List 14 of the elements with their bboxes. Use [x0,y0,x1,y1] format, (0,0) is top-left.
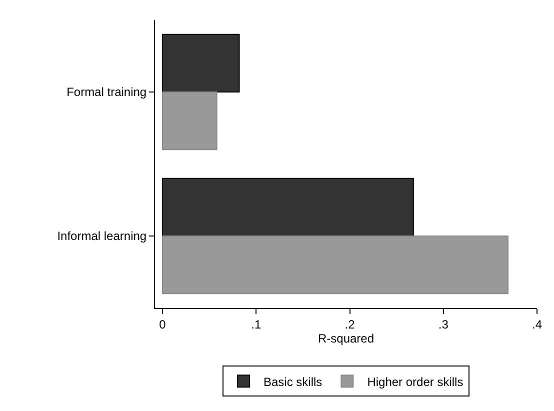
bar [162,178,414,236]
legend-label: Higher order skills [367,374,464,389]
bar [162,34,240,92]
legend-label: Basic skills [264,374,322,389]
y-tick-label: Informal learning [57,229,147,244]
bar [162,236,508,294]
x-axis-title: R-squared [318,331,374,346]
x-tick-label: .2 [344,317,356,332]
x-tick-label: .1 [251,317,262,332]
x-tick-label: .3 [438,317,449,332]
x-tick-label: .4 [532,317,542,332]
x-tick-label: 0 [159,317,166,332]
y-tick-label: Formal training [66,85,147,100]
bar [162,92,218,150]
